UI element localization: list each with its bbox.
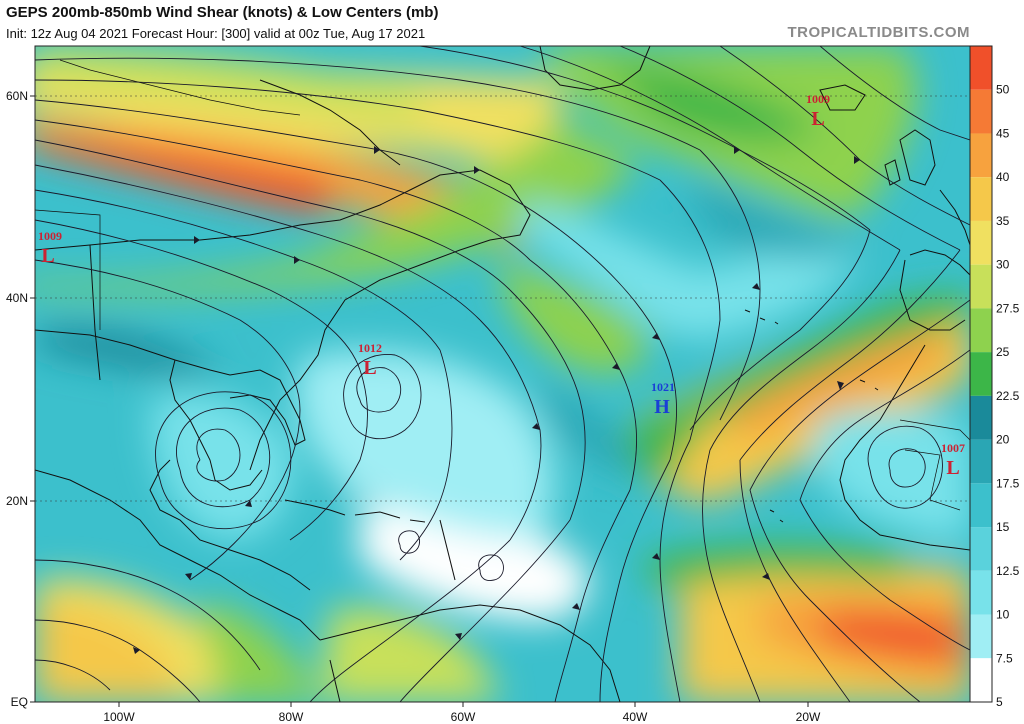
lon-label-80w: 80W: [279, 710, 304, 724]
low-center-symbol: L: [41, 245, 54, 267]
colorbar-swatch: [970, 308, 992, 353]
forecast-info: Init: 12z Aug 04 2021 Forecast Hour: [30…: [6, 26, 426, 41]
lat-label-40n: 40N: [6, 291, 28, 305]
colorbar-label: 40: [996, 170, 1010, 184]
colorbar-label: 27.5: [996, 301, 1020, 315]
colorbar-swatch: [970, 220, 992, 265]
colorbar-swatch: [970, 483, 992, 528]
colorbar-swatch: [970, 395, 992, 440]
lon-ticks: [118, 702, 809, 707]
colorbar-swatch: [970, 177, 992, 221]
coastlines: [35, 46, 970, 702]
graticule: [35, 95, 970, 502]
colorbar-label: 30: [996, 258, 1010, 272]
low-center-symbol: L: [811, 108, 824, 130]
colorbar-label: 45: [996, 126, 1010, 140]
colorbar-label: 15: [996, 520, 1010, 534]
colorbar-swatch: [970, 133, 992, 178]
colorbar-label: 5: [996, 695, 1003, 709]
center-value: 1009: [806, 92, 830, 106]
lat-label-60n: 60N: [6, 89, 28, 103]
pressure-centers: 1009 L 1009 L 1012 L 1021 H 1007 L: [38, 92, 965, 479]
streamline-arrows: [133, 146, 860, 654]
brand-logo-text: TROPICALTIDBITS.COM: [787, 24, 970, 41]
colorbar-swatch: [970, 89, 992, 134]
colorbar-label: 50: [996, 83, 1010, 97]
colorbar-swatch: [970, 527, 992, 571]
colorbar-swatch: [970, 352, 992, 396]
lat-ticks: [30, 95, 35, 703]
colorbar-label: 35: [996, 214, 1010, 228]
low-center-symbol: L: [946, 457, 959, 479]
center-value: 1021: [651, 380, 675, 394]
lat-label-eq: EQ: [11, 695, 28, 709]
center-value: 1009: [38, 229, 62, 243]
colorbar-label: 17.5: [996, 476, 1020, 490]
colorbar-swatch: [970, 614, 992, 659]
page-title: GEPS 200mb-850mb Wind Shear (knots) & Lo…: [6, 4, 439, 21]
center-value: 1007: [941, 441, 965, 455]
lon-label-100w: 100W: [103, 710, 135, 724]
center-value: 1012: [358, 341, 382, 355]
colorbar-swatch: [970, 439, 992, 484]
high-center-symbol: H: [654, 396, 670, 418]
low-center-symbol: L: [363, 357, 376, 379]
colorbar-swatch: [970, 46, 992, 90]
colorbar-swatch: [970, 264, 992, 309]
colorbar: 50 45 40 35 30 27.5 25 22.5 20 17.5 15 12.5 10 7.5 5: [969, 45, 1020, 709]
colorbar-label: 12.5: [996, 564, 1020, 578]
colorbar-label: 7.5: [996, 651, 1013, 665]
lon-label-40w: 40W: [623, 710, 648, 724]
shear-field: [35, 46, 970, 702]
colorbar-label: 22.5: [996, 389, 1020, 403]
colorbar-swatch: [970, 570, 992, 615]
lat-label-20n: 20N: [6, 494, 28, 508]
colorbar-label: 10: [996, 608, 1010, 622]
lon-label-20w: 20W: [796, 710, 821, 724]
colorbar-label: 25: [996, 345, 1010, 359]
colorbar-label: 20: [996, 433, 1010, 447]
colorbar-swatch: [970, 658, 992, 702]
lon-label-60w: 60W: [451, 710, 476, 724]
colorbar-frame: [969, 45, 993, 703]
